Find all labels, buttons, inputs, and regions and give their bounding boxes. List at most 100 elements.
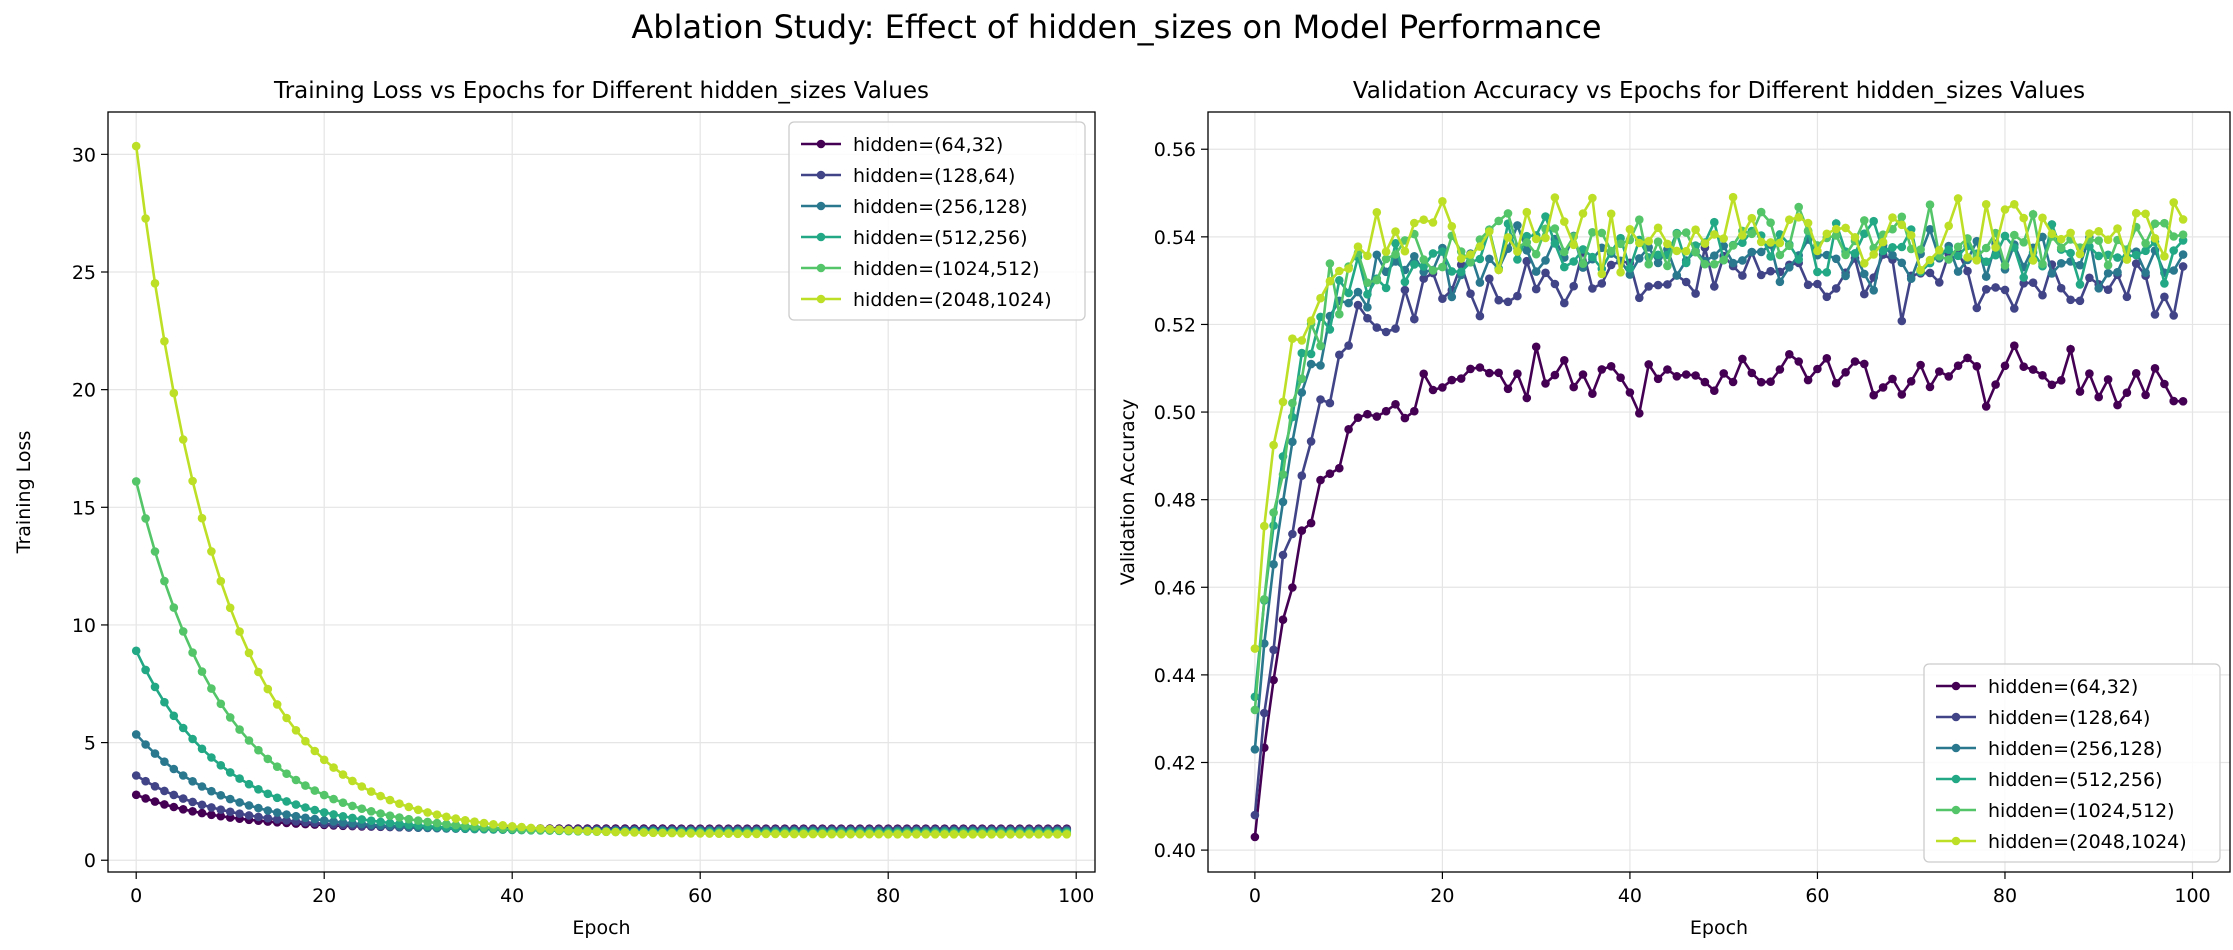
data-point <box>2094 236 2103 245</box>
data-point <box>2169 198 2178 207</box>
data-point <box>1888 224 1897 234</box>
data-point <box>2056 243 2066 253</box>
data-point <box>1428 266 1438 275</box>
data-point <box>1794 202 1803 212</box>
data-point <box>1306 437 1316 446</box>
data-point <box>188 807 197 816</box>
data-point <box>1456 254 1466 263</box>
data-point <box>1428 385 1438 395</box>
data-point <box>2103 268 2113 278</box>
data-point <box>893 830 902 839</box>
data-point <box>1775 277 1785 287</box>
y-tick-label: 0.56 <box>1154 139 1196 161</box>
data-point <box>1897 220 1907 230</box>
data-point <box>1297 526 1307 535</box>
data-point <box>1869 250 1878 259</box>
data-point <box>1288 334 1297 344</box>
data-point <box>1344 341 1353 350</box>
data-point <box>1344 288 1353 298</box>
data-point <box>1625 225 1635 234</box>
data-point <box>1297 471 1307 481</box>
data-point <box>1728 192 1738 202</box>
data-point <box>1024 830 1034 839</box>
data-point <box>1597 365 1607 374</box>
data-point <box>178 723 188 733</box>
chart-panel-1: 0 20 40 60 80 100 0 5 10 15 20 25 30 Training Loss vs… <box>13 78 1096 939</box>
data-point <box>1672 229 1682 239</box>
data-point <box>150 797 160 806</box>
data-point <box>225 794 235 804</box>
data-point <box>1738 238 1747 247</box>
data-point <box>197 800 207 810</box>
data-point <box>2141 246 2150 256</box>
legend-swatch-marker <box>816 263 826 273</box>
data-point <box>1297 348 1307 358</box>
data-point <box>1756 247 1766 257</box>
data-point <box>366 807 376 816</box>
series-6 <box>131 141 1072 839</box>
axes-frame <box>107 111 1096 873</box>
data-point <box>2075 280 2085 289</box>
data-point <box>1447 222 1457 231</box>
series-5 <box>131 477 1072 838</box>
data-point <box>385 795 395 805</box>
data-point <box>1897 390 1907 399</box>
data-point <box>188 777 197 786</box>
data-point <box>319 755 329 765</box>
data-point <box>2103 375 2113 384</box>
data-point <box>272 700 282 709</box>
data-point <box>169 802 179 812</box>
data-point <box>2047 269 2057 278</box>
data-point <box>1897 242 1907 252</box>
data-point <box>235 627 244 636</box>
data-point <box>2169 396 2178 406</box>
data-point <box>1644 282 1653 291</box>
data-point <box>1653 374 1663 384</box>
data-point <box>2160 251 2169 261</box>
data-point <box>1250 832 1260 842</box>
data-point <box>1325 259 1335 268</box>
data-point <box>1325 276 1335 286</box>
x-tick-label: 80 <box>876 885 900 907</box>
data-point <box>2131 259 2141 268</box>
data-point <box>301 803 310 812</box>
data-point <box>1663 261 1672 271</box>
data-point <box>348 776 357 786</box>
data-point <box>376 791 385 801</box>
legend-swatch-marker <box>1951 774 1961 784</box>
legend-label: hidden=(64,32) <box>1988 676 2138 698</box>
series-6 <box>1250 192 2188 653</box>
data-point <box>1813 364 1822 374</box>
data-point <box>1372 250 1382 260</box>
data-point <box>244 736 254 745</box>
data-point <box>301 781 310 790</box>
data-point <box>1710 282 1719 291</box>
data-point <box>1391 400 1400 409</box>
data-point <box>1925 255 1935 265</box>
data-point <box>263 684 273 694</box>
data-point <box>752 829 761 839</box>
data-point <box>301 736 310 746</box>
data-point <box>1391 324 1400 333</box>
data-point <box>188 648 197 657</box>
legend-swatch-marker <box>1951 681 1961 691</box>
data-point <box>1719 369 1728 378</box>
legend: hidden=(64,32) hidden=(128,64) hidden=(256… <box>1923 663 2221 863</box>
data-point <box>178 771 188 780</box>
data-point <box>1710 259 1719 269</box>
data-point <box>178 435 188 444</box>
x-tick-label: 20 <box>312 885 336 907</box>
data-point <box>855 829 865 839</box>
data-point <box>197 744 207 754</box>
legend-label: hidden=(512,256) <box>1988 769 2163 791</box>
data-point <box>1513 221 1522 230</box>
data-point <box>197 667 207 676</box>
data-point <box>319 790 329 800</box>
data-point <box>2113 253 2122 262</box>
data-point <box>1531 249 1541 259</box>
data-point <box>235 774 244 783</box>
data-point <box>1316 475 1325 485</box>
data-point <box>216 576 226 586</box>
data-point <box>1766 266 1775 276</box>
data-point <box>1616 268 1625 277</box>
